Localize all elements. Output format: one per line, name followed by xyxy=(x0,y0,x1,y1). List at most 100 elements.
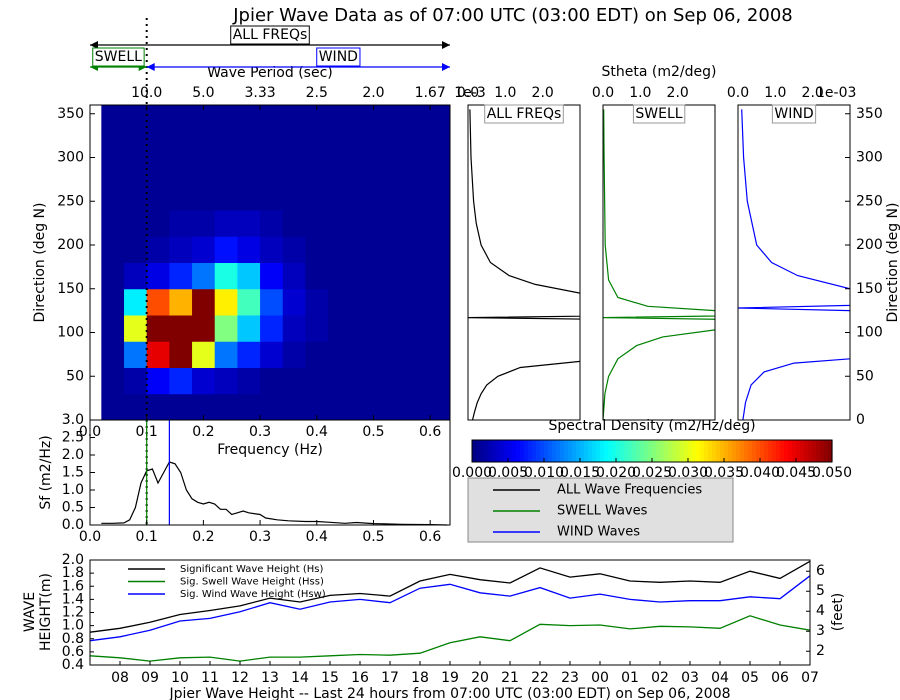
colorbar-tick-label: 0.050 xyxy=(812,465,852,481)
heatmap-cell xyxy=(192,367,216,395)
heatmap-cell xyxy=(101,105,125,132)
heatmap-cell xyxy=(260,210,284,237)
colorbar-tick-label: 0.000 xyxy=(452,465,492,481)
heatmap-cell xyxy=(146,210,170,237)
heatmap-cell xyxy=(350,183,374,211)
heatmap-cell xyxy=(124,341,148,368)
heatmap-cell xyxy=(192,105,216,132)
heatmap-cell xyxy=(237,210,261,237)
x-tick-label: 21 xyxy=(501,670,519,686)
x-axis-label: Frequency (Hz) xyxy=(217,442,323,458)
axes-frame xyxy=(602,104,716,421)
y-tick-label: 200 xyxy=(57,237,84,253)
annotation-box xyxy=(632,104,686,124)
heatmap-cell xyxy=(373,210,397,237)
colorbar-swatch xyxy=(628,440,633,462)
heatmap-cell xyxy=(305,210,329,237)
colorbar-tick-label: 0.030 xyxy=(668,465,708,481)
heatmap-cell xyxy=(192,131,216,158)
x-tick-label: 0.3 xyxy=(249,529,271,545)
x-tick-label: 2.0 xyxy=(667,85,689,101)
heatmap-cell xyxy=(146,105,170,132)
colorbar-swatch xyxy=(480,440,485,462)
colorbar-swatch xyxy=(696,440,701,462)
heatmap-cell xyxy=(350,341,374,368)
heatmap-cell xyxy=(146,315,170,342)
annotation-label: SWELL xyxy=(95,49,142,65)
colorbar-swatch xyxy=(632,440,637,462)
annotation-label: SWELL xyxy=(635,106,682,122)
heatmap-cell xyxy=(214,288,238,316)
y-axis-label: Sf (m2/Hz) xyxy=(38,435,54,509)
heatmap-cell xyxy=(192,157,216,185)
colorbar-swatch xyxy=(492,440,497,462)
x-tick-label: 0.0 xyxy=(457,85,479,101)
colorbar-swatch xyxy=(608,440,613,462)
y-tick-label: 1.4 xyxy=(62,591,84,607)
heatmap-cell xyxy=(146,183,170,211)
heatmap-cell xyxy=(101,341,125,368)
x-tick-label: 08 xyxy=(111,670,129,686)
profile-line xyxy=(738,109,850,420)
y-tick-label: 300 xyxy=(856,150,883,166)
heatmap-cell xyxy=(305,367,329,395)
colorbar-tick-label: 0.020 xyxy=(596,465,636,481)
x-tick-label: 18 xyxy=(411,670,429,686)
colorbar-swatch xyxy=(792,440,797,462)
x-tick-label: 0.2 xyxy=(192,424,214,440)
heatmap-cell xyxy=(192,236,216,263)
x-axis-label: Jpier Wave Height -- Last 24 hours from … xyxy=(168,686,730,700)
heatmap-cell xyxy=(260,393,284,421)
x2-axis-label: Wave Period (sec) xyxy=(207,65,333,81)
heatmap-cell xyxy=(169,183,193,211)
heatmap-cell xyxy=(350,262,374,290)
colorbar-swatch xyxy=(584,440,589,462)
colorbar-tick-label: 0.005 xyxy=(488,465,528,481)
heatmap-cell xyxy=(124,236,148,263)
heatmap-cell xyxy=(328,262,352,290)
colorbar-swatch xyxy=(704,440,709,462)
heatmap-cell xyxy=(124,315,148,342)
colorbar-swatch xyxy=(620,440,625,462)
heatmap-cell xyxy=(237,367,261,395)
x-tick-label: 1.0 xyxy=(494,85,516,101)
heatmap-cell xyxy=(418,262,451,290)
heatmap-cell xyxy=(350,105,374,132)
colorbar-tick-label: 0.035 xyxy=(704,465,744,481)
y-tick-label: 150 xyxy=(57,281,84,297)
colorbar-swatch xyxy=(640,440,645,462)
legend-label: Significant Wave Height (Hs) xyxy=(180,564,323,575)
heatmap-cell xyxy=(124,105,148,132)
heatmap-cell xyxy=(260,105,284,132)
heatmap-cell xyxy=(396,262,420,290)
heatmap-cell xyxy=(124,210,148,237)
heatmap-cell xyxy=(124,183,148,211)
heatmap-cell xyxy=(146,288,170,316)
heatmap-cell xyxy=(418,210,451,237)
x2-tick-label: 1.67 xyxy=(415,85,446,101)
heatmap-cell xyxy=(418,393,451,421)
y-tick-label: 0 xyxy=(856,412,865,428)
x2-tick-label: 2.0 xyxy=(362,85,384,101)
heatmap-cell xyxy=(237,393,261,421)
heatmap-cell xyxy=(396,210,420,237)
y-tick-label: 0.8 xyxy=(62,631,84,647)
legend-label: SWELL Waves xyxy=(557,504,648,519)
colorbar-swatch xyxy=(692,440,697,462)
heatmap-cell xyxy=(328,393,352,421)
legend-label: ALL Wave Frequencies xyxy=(557,483,702,498)
heatmap-cell xyxy=(214,393,238,421)
colorbar-swatch xyxy=(768,440,773,462)
colorbar-tick-label: 0.045 xyxy=(776,465,816,481)
heatmap-cell xyxy=(418,341,451,368)
colorbar-swatch xyxy=(484,440,489,462)
colorbar-swatch xyxy=(588,440,593,462)
heatmap-cell xyxy=(282,262,306,290)
colorbar-swatch xyxy=(536,440,541,462)
heatmap-cell xyxy=(305,236,329,263)
colorbar-swatch xyxy=(700,440,705,462)
y-tick-label: 0.5 xyxy=(62,500,84,516)
heatmap-cell xyxy=(101,315,125,342)
x-tick-label: 0.0 xyxy=(727,85,749,101)
colorbar-swatch xyxy=(576,440,581,462)
